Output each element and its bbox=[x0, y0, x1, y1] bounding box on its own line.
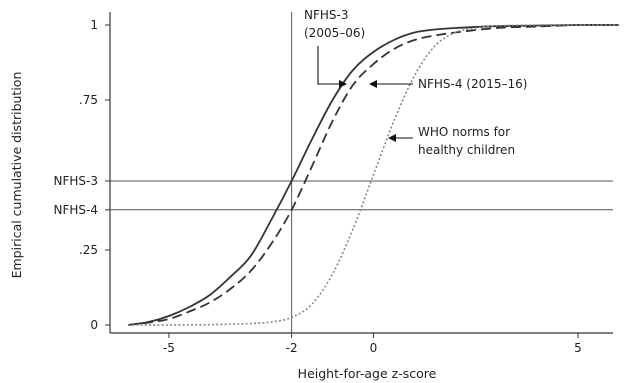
series-lines bbox=[127, 23, 619, 326]
annotation-line: (2005–06) bbox=[304, 26, 365, 40]
y-axis-title: Empirical cumulative distribution bbox=[9, 72, 24, 279]
x-tick-label: -2 bbox=[286, 341, 298, 355]
annotation-line: WHO norms for bbox=[418, 125, 510, 139]
x-tick-label: -5 bbox=[163, 341, 175, 355]
annotation-nfhs3: NFHS-3 (2005–06) bbox=[304, 8, 365, 40]
annotation-line: NFHS-3 bbox=[304, 8, 348, 22]
annotation-line: NFHS-4 (2015–16) bbox=[418, 77, 527, 91]
annotation-line: healthy children bbox=[418, 143, 515, 157]
y-tick-label: 1 bbox=[90, 18, 98, 32]
annotation-arrow-nfhs3 bbox=[317, 46, 347, 88]
series-line-who bbox=[127, 24, 619, 326]
x-tick-label: 0 bbox=[370, 341, 378, 355]
annotation-who: WHO norms for healthy children bbox=[418, 125, 515, 157]
x-axis-title: Height-for-age z-score bbox=[298, 366, 437, 381]
reference-lines: NFHS-3 NFHS-4 bbox=[54, 12, 613, 333]
axes: -5 -2 0 5 0 .25 .75 1 bbox=[79, 12, 613, 355]
y-tick-label: .25 bbox=[79, 243, 98, 257]
y-tick-label: .75 bbox=[79, 93, 98, 107]
reference-line-label: NFHS-4 bbox=[54, 203, 98, 217]
reference-line-label: NFHS-3 bbox=[54, 174, 98, 188]
annotations: NFHS-3 (2005–06) NFHS-4 (2015–16) WHO norms… bbox=[304, 8, 527, 157]
series-line-nfhs4 bbox=[127, 23, 619, 326]
annotation-nfhs4: NFHS-4 (2015–16) bbox=[418, 77, 527, 91]
y-tick-label: 0 bbox=[90, 318, 98, 332]
x-tick-label: 5 bbox=[574, 341, 582, 355]
